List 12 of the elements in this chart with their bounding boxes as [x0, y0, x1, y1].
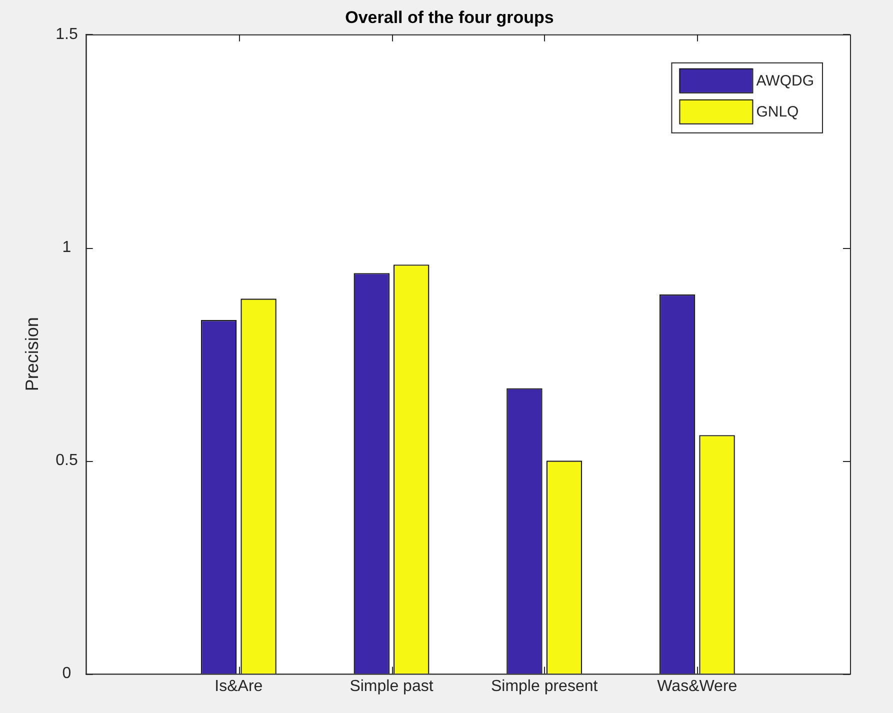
x-tick-label: Was&Were	[657, 678, 738, 695]
x-tick-label: Simple present	[490, 678, 598, 695]
y-tick-label: 0.5	[56, 452, 78, 470]
chart-title: Overall of the four groups	[345, 8, 554, 27]
y-tick-label: 1	[62, 238, 72, 256]
x-tick-label: Is&Are	[214, 678, 263, 695]
legend-label: AWQDG	[756, 72, 814, 90]
x-tick-label: Simple past	[350, 678, 434, 695]
y-tick-label: 1.5	[56, 26, 78, 43]
y-tick-label: 0	[62, 665, 72, 682]
y-axis-title: Precision	[22, 317, 42, 392]
legend-label: GNLQ	[756, 104, 799, 121]
